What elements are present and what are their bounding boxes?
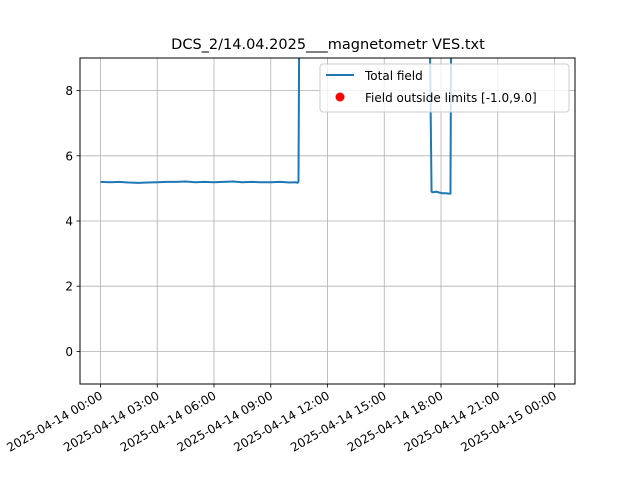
y-tick-label: 6 <box>65 149 73 163</box>
x-tick-label: 2025-04-15 00:00 <box>458 388 559 454</box>
x-tick-label: 2025-04-14 12:00 <box>231 388 332 454</box>
legend: Total field Field outside limits [-1.0,9… <box>319 63 570 113</box>
x-tick-label: 2025-04-14 00:00 <box>4 388 105 454</box>
series-line-total-field <box>429 58 453 195</box>
y-tick-label: 4 <box>65 215 73 229</box>
x-tick-label: 2025-04-14 06:00 <box>118 388 219 454</box>
x-tick-label: 2025-04-14 15:00 <box>288 388 389 454</box>
legend-label-outside-limits: Field outside limits [-1.0,9.0] <box>365 91 537 105</box>
series-layer <box>100 58 453 195</box>
legend-label-total-field: Total field <box>364 69 423 83</box>
x-tick-label: 2025-04-14 18:00 <box>345 388 446 454</box>
legend-dot-marker <box>335 92 345 102</box>
x-tick-label: 2025-04-14 21:00 <box>402 388 503 454</box>
x-tick-label: 2025-04-14 03:00 <box>61 388 162 454</box>
y-tick-label: 8 <box>65 84 73 98</box>
series-line-total-field <box>100 58 301 184</box>
y-tick-label: 0 <box>65 345 73 359</box>
y-tick-label: 2 <box>65 280 73 294</box>
x-tick-label: 2025-04-14 09:00 <box>175 388 276 454</box>
y-axis: 0 2 4 6 8 <box>65 84 80 359</box>
chart-title: DCS_2/14.04.2025___magnetometr VES.txt <box>171 37 485 53</box>
legend-box <box>319 63 570 113</box>
